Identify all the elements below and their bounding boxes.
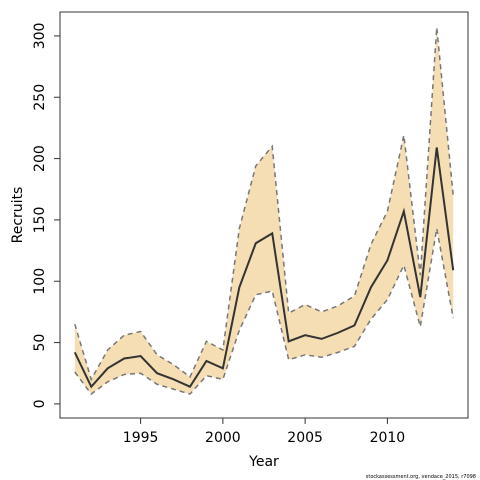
x-tick-label: 2000 [205, 430, 241, 446]
lower-bound [74, 228, 454, 396]
y-tick-label: 150 [32, 207, 48, 234]
ci-band [74, 27, 454, 395]
y-tick-label: 200 [32, 145, 48, 172]
x-tick-label: 2005 [287, 430, 323, 446]
x-tick-label: 2010 [370, 430, 406, 446]
y-tick-label: 250 [32, 84, 48, 111]
y-tick-label: 300 [32, 23, 48, 50]
y-tick-label: 0 [32, 399, 48, 408]
footnote: stockassessment.org, vendace_2015, r7098 [366, 474, 476, 480]
y-tick-label: 100 [32, 268, 48, 295]
y-axis-label: Recruits [10, 187, 26, 244]
estimate-line [73, 147, 455, 389]
x-tick-label: 1995 [123, 430, 159, 446]
plot-frame [59, 11, 469, 419]
upper-bound [74, 27, 454, 382]
x-axis-label: Year [248, 454, 279, 470]
y-tick-label: 50 [32, 334, 48, 352]
